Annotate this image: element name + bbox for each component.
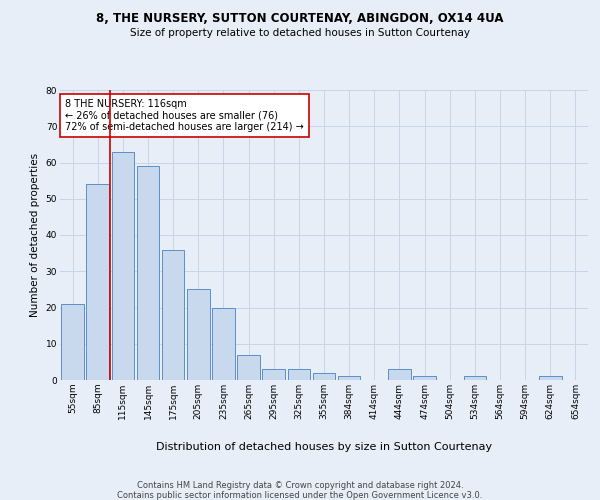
Bar bbox=[61, 304, 84, 380]
Bar bbox=[112, 152, 134, 380]
Text: Size of property relative to detached houses in Sutton Courtenay: Size of property relative to detached ho… bbox=[130, 28, 470, 38]
Y-axis label: Number of detached properties: Number of detached properties bbox=[30, 153, 40, 317]
Bar bbox=[86, 184, 109, 380]
Bar bbox=[162, 250, 184, 380]
Bar bbox=[388, 369, 411, 380]
Text: 8 THE NURSERY: 116sqm
← 26% of detached houses are smaller (76)
72% of semi-deta: 8 THE NURSERY: 116sqm ← 26% of detached … bbox=[65, 98, 304, 132]
Bar bbox=[338, 376, 361, 380]
Bar bbox=[187, 290, 209, 380]
Bar bbox=[313, 373, 335, 380]
Bar bbox=[137, 166, 160, 380]
Bar bbox=[212, 308, 235, 380]
Text: 8, THE NURSERY, SUTTON COURTENAY, ABINGDON, OX14 4UA: 8, THE NURSERY, SUTTON COURTENAY, ABINGD… bbox=[96, 12, 504, 26]
Text: Contains public sector information licensed under the Open Government Licence v3: Contains public sector information licen… bbox=[118, 491, 482, 500]
Bar bbox=[287, 369, 310, 380]
Bar bbox=[262, 369, 285, 380]
Text: Distribution of detached houses by size in Sutton Courtenay: Distribution of detached houses by size … bbox=[156, 442, 492, 452]
Text: Contains HM Land Registry data © Crown copyright and database right 2024.: Contains HM Land Registry data © Crown c… bbox=[137, 481, 463, 490]
Bar bbox=[464, 376, 486, 380]
Bar bbox=[539, 376, 562, 380]
Bar bbox=[237, 354, 260, 380]
Bar bbox=[413, 376, 436, 380]
